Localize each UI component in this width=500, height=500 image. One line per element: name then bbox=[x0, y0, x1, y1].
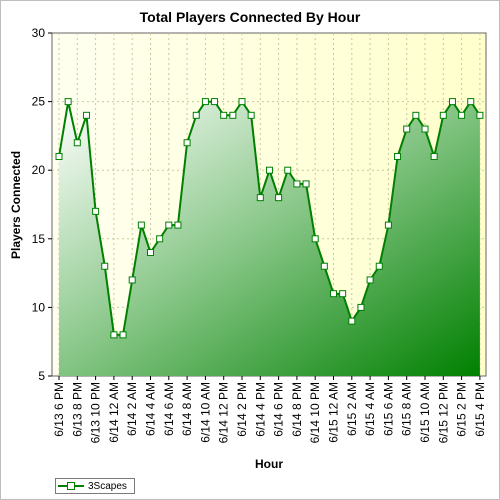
data-point bbox=[82, 111, 90, 119]
y-axis-title: Players Connected bbox=[9, 151, 23, 259]
data-markers bbox=[55, 98, 484, 339]
data-point bbox=[110, 331, 118, 339]
data-point bbox=[229, 111, 237, 119]
x-tick-label: 6/15 4 PM bbox=[473, 382, 487, 437]
data-point bbox=[64, 98, 72, 106]
data-point bbox=[238, 98, 246, 106]
y-tick-label: 5 bbox=[38, 369, 45, 383]
data-point bbox=[320, 262, 328, 270]
data-point bbox=[439, 111, 447, 119]
data-point bbox=[421, 125, 429, 133]
x-tick-label: 6/15 4 AM bbox=[363, 382, 377, 436]
x-tick-label: 6/14 10 AM bbox=[198, 382, 212, 443]
legend-label: 3Scapes bbox=[88, 480, 127, 492]
data-point bbox=[384, 221, 392, 229]
x-tick-label: 6/13 10 PM bbox=[89, 382, 103, 443]
x-tick-label: 6/14 8 AM bbox=[180, 382, 194, 436]
x-tick-label: 6/14 12 PM bbox=[217, 382, 231, 443]
data-point bbox=[403, 125, 411, 133]
x-tick-label: 6/14 12 AM bbox=[107, 382, 121, 443]
legend: 3Scapes bbox=[55, 478, 135, 494]
y-tick-label: 30 bbox=[32, 26, 46, 40]
data-point bbox=[394, 152, 402, 160]
y-tick-label: 15 bbox=[32, 232, 46, 246]
data-point bbox=[339, 290, 347, 298]
x-tick-label: 6/15 2 AM bbox=[345, 382, 359, 436]
x-tick-label: 6/14 4 AM bbox=[144, 382, 158, 436]
data-point bbox=[458, 111, 466, 119]
data-point bbox=[156, 235, 164, 243]
x-tick-label: 6/13 8 PM bbox=[70, 382, 84, 437]
data-point bbox=[220, 111, 228, 119]
data-point bbox=[137, 221, 145, 229]
data-point bbox=[330, 290, 337, 298]
data-point bbox=[275, 194, 283, 202]
data-point bbox=[293, 180, 301, 188]
data-point bbox=[311, 235, 319, 243]
y-tick-label: 10 bbox=[32, 300, 46, 314]
x-tick-label: 6/14 6 AM bbox=[162, 382, 176, 436]
data-point bbox=[192, 111, 200, 119]
x-tick-label: 6/15 12 AM bbox=[327, 382, 341, 443]
data-point bbox=[174, 221, 182, 229]
data-point bbox=[476, 111, 484, 119]
data-point bbox=[119, 331, 127, 339]
x-tick-label: 6/13 6 PM bbox=[52, 382, 66, 437]
x-tick-label: 6/14 2 PM bbox=[235, 382, 249, 437]
x-tick-label: 6/15 10 AM bbox=[418, 382, 432, 443]
x-axis: 6/13 6 PM 6/13 8 PM 6/13 10 PM 6/14 12 AM 6/… bbox=[52, 376, 487, 443]
x-axis-title: Hour bbox=[255, 457, 283, 471]
data-point bbox=[165, 221, 173, 229]
data-point bbox=[55, 152, 63, 160]
data-point bbox=[430, 152, 438, 160]
data-point bbox=[147, 249, 154, 257]
data-point bbox=[247, 111, 255, 119]
data-point bbox=[302, 180, 310, 188]
data-point bbox=[201, 98, 209, 106]
x-tick-label: 6/15 6 AM bbox=[381, 382, 395, 436]
x-tick-label: 6/15 2 PM bbox=[455, 382, 469, 437]
data-point bbox=[357, 303, 365, 311]
data-point bbox=[92, 207, 100, 215]
x-tick-label: 6/14 8 PM bbox=[290, 382, 304, 437]
data-point bbox=[448, 98, 456, 106]
data-point bbox=[348, 317, 356, 325]
x-tick-label: 6/14 10 PM bbox=[308, 382, 322, 443]
chart-title: Total Players Connected By Hour bbox=[140, 9, 361, 25]
data-point bbox=[467, 98, 475, 106]
y-tick-label: 20 bbox=[32, 163, 46, 177]
x-tick-label: 6/14 6 PM bbox=[272, 382, 286, 437]
legend-swatch bbox=[56, 479, 86, 493]
data-point bbox=[375, 262, 383, 270]
data-point bbox=[73, 139, 81, 147]
data-point bbox=[211, 98, 219, 106]
x-tick-label: 6/15 8 AM bbox=[400, 382, 414, 436]
x-tick-label: 6/15 12 PM bbox=[436, 382, 450, 443]
data-point bbox=[256, 194, 264, 202]
x-tick-label: 6/14 4 PM bbox=[253, 382, 267, 437]
data-point bbox=[101, 262, 109, 270]
series-area-3scapes bbox=[59, 101, 480, 376]
data-point bbox=[366, 276, 374, 284]
x-tick-label: 6/14 2 AM bbox=[125, 382, 139, 436]
y-tick-label: 25 bbox=[32, 95, 46, 109]
data-point bbox=[412, 111, 420, 119]
data-point bbox=[183, 139, 191, 147]
data-point bbox=[284, 166, 292, 174]
data-point bbox=[265, 166, 273, 174]
y-axis: 5 10 15 20 25 30 bbox=[32, 26, 52, 383]
data-point bbox=[128, 276, 136, 284]
